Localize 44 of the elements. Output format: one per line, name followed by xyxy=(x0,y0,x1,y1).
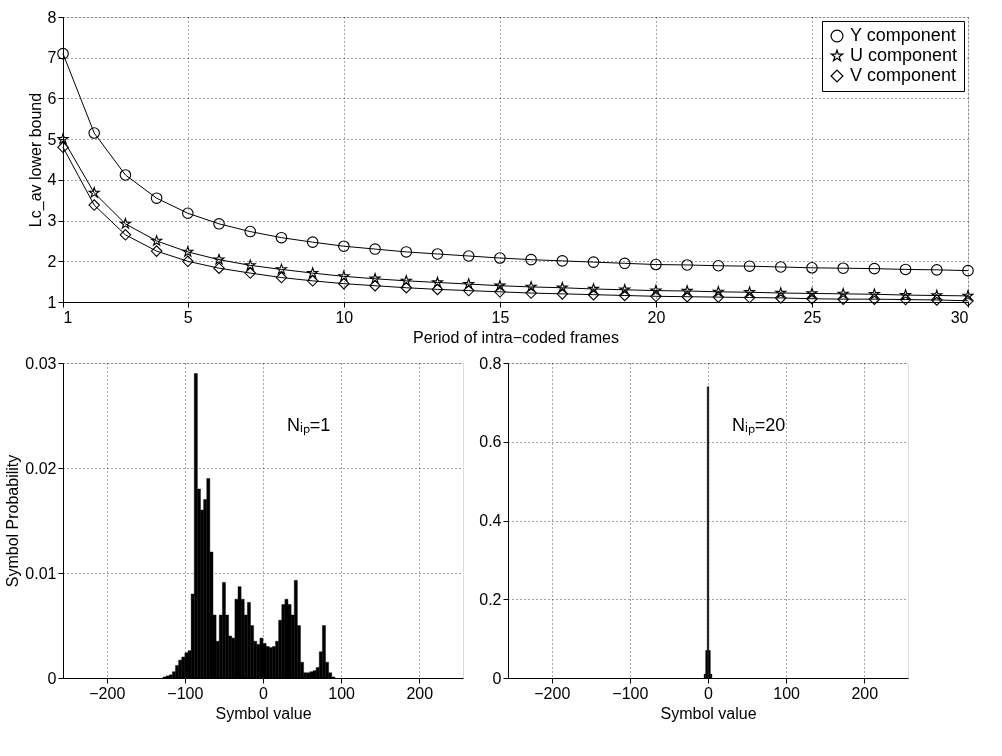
y-tick-label: 0 xyxy=(492,669,502,687)
x-tick-label: 0 xyxy=(259,684,269,702)
x-tick-label: −200 xyxy=(534,684,571,702)
y-tick-label: 0.03 xyxy=(25,354,57,372)
x-tick-label: 200 xyxy=(851,684,879,702)
y-tick-label: 2 xyxy=(47,252,57,270)
x-tick-label: 200 xyxy=(406,684,434,702)
x-tick-label: 100 xyxy=(328,684,356,702)
x-tick-label: 20 xyxy=(647,308,666,326)
legend-label: U component xyxy=(850,45,958,65)
x-axis-title: Symbol value xyxy=(215,704,312,722)
x-tick-label: 0 xyxy=(704,684,714,702)
y-tick-label: 0 xyxy=(47,669,57,687)
x-tick-label: 15 xyxy=(491,308,510,326)
x-tick-label: 25 xyxy=(803,308,822,326)
y-tick-label: 5 xyxy=(47,130,57,148)
y-tick-label: 8 xyxy=(47,8,57,26)
x-tick-label: −200 xyxy=(89,684,126,702)
x-tick-label: 5 xyxy=(183,308,193,326)
y-tick-label: 0.01 xyxy=(25,564,57,582)
x-tick-label: 10 xyxy=(335,308,354,326)
x-tick-label: −100 xyxy=(167,684,204,702)
x-axis-title: Period of intra−coded frames xyxy=(413,328,619,346)
y-tick-label: 1 xyxy=(47,293,57,311)
y-tick-label: 0.6 xyxy=(479,433,502,451)
y-tick-label: 4 xyxy=(47,171,57,189)
x-axis-title: Symbol value xyxy=(660,704,757,722)
annotation: Nᵢₚ=20 xyxy=(732,415,786,436)
x-tick-label: 30 xyxy=(950,308,969,326)
x-tick-label: 1 xyxy=(63,308,73,326)
x-tick-label: −100 xyxy=(612,684,649,702)
y-tick-label: 0.8 xyxy=(479,354,502,372)
y-axis-title: Lc_av lower bound xyxy=(26,92,45,228)
y-tick-label: 0.2 xyxy=(479,590,502,608)
y-tick-label: 6 xyxy=(47,89,57,107)
y-tick-label: 0.4 xyxy=(479,512,502,529)
x-tick-label: 100 xyxy=(773,684,801,702)
y-tick-label: 7 xyxy=(47,49,57,67)
y-axis-title: Symbol Probability xyxy=(4,454,22,588)
legend-label: Y component xyxy=(850,25,956,45)
y-tick-label: 0.02 xyxy=(25,459,57,477)
legend-label: V component xyxy=(850,65,957,85)
y-tick-label: 3 xyxy=(47,212,57,230)
annotation: Nᵢₚ=1 xyxy=(287,415,331,436)
